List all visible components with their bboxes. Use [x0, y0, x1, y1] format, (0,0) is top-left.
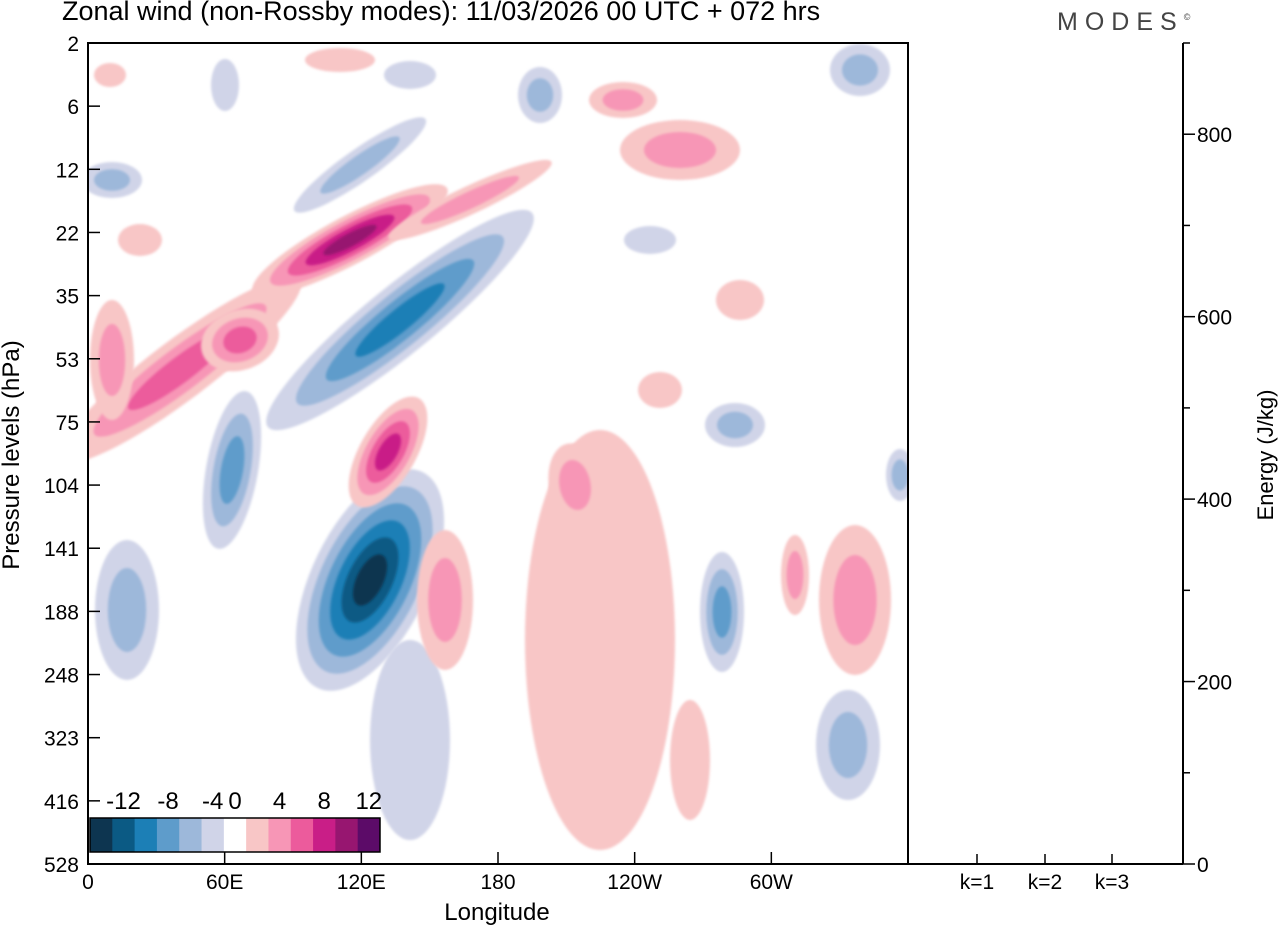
colorbar-swatch: [357, 818, 381, 852]
chart-title: Zonal wind (non-Rossby modes): 11/03/202…: [62, 0, 821, 26]
contour-blob: [384, 61, 436, 89]
colorbar-swatch: [335, 818, 359, 852]
energy-axis-title: Energy (J/kg): [1253, 389, 1278, 521]
contour-blob: [98, 324, 126, 396]
contour-blob: [211, 59, 239, 111]
colorbar-label: 12: [355, 788, 382, 815]
colorbar-frame: [89, 817, 381, 853]
x-tick-label: 180: [480, 871, 515, 894]
x-tick-label: 60W: [750, 871, 793, 894]
contour-blob: [712, 586, 732, 638]
contour-blob: [94, 169, 130, 191]
colorbar-label: -12: [106, 788, 141, 815]
contour-blob: [370, 640, 450, 840]
contour-blob: [602, 89, 644, 111]
colorbar-swatch: [223, 818, 247, 852]
colorbar-swatch: [290, 818, 314, 852]
contour-blob: [828, 712, 868, 778]
contour-blob: [786, 551, 804, 599]
contour-blob: [842, 54, 878, 86]
colorbar-swatch: [313, 818, 336, 852]
y-tick-label: 35: [56, 286, 79, 309]
y-tick-label: 22: [56, 223, 79, 246]
contour-blob: [223, 326, 257, 354]
heatmap-contours: [88, 44, 908, 850]
contour-blob: [374, 433, 402, 471]
y-tick-label: 75: [56, 412, 79, 435]
y-tick-label: 12: [56, 159, 79, 182]
contour-blob: [118, 224, 162, 256]
colorbar-swatch: [90, 818, 113, 852]
colorbar-label: 0: [228, 788, 241, 815]
energy-tick-label: 0: [1197, 854, 1209, 877]
contour-blob: [717, 411, 753, 439]
contour-blob: [323, 224, 377, 256]
contour-blob: [624, 226, 676, 254]
contour-blob: [320, 136, 400, 194]
y-tick-label: 188: [44, 601, 79, 624]
x-tick-label: 0: [82, 871, 94, 894]
y-axis-title: Pressure levels (hPa): [0, 340, 25, 570]
contour-blob: [670, 700, 710, 820]
x-axis-title: Longitude: [444, 899, 550, 926]
energy-tick-label: 800: [1197, 124, 1232, 147]
y-tick-label: 53: [56, 349, 79, 372]
contour-blob: [891, 459, 908, 491]
energy-tick-label: 200: [1197, 672, 1232, 695]
colorbar-swatch: [112, 818, 136, 852]
colorbar-label: 8: [318, 788, 331, 815]
colorbar-swatch: [201, 818, 225, 852]
colorbar-label: -8: [157, 788, 178, 815]
contour-blob: [305, 48, 375, 72]
colorbar-label: 4: [273, 788, 286, 815]
x-tick-label: 120E: [337, 871, 386, 894]
contour-blob: [352, 554, 388, 606]
y-tick-label: 104: [44, 475, 79, 498]
contour-blob: [525, 430, 675, 850]
y-tick-label: 2: [67, 33, 79, 56]
colorbar-label: -4: [202, 788, 223, 815]
contour-blob: [526, 78, 554, 112]
y-tick-label: 416: [44, 791, 79, 814]
contour-blob: [420, 175, 520, 225]
y-tick-label: 141: [44, 538, 79, 561]
contour-blob: [638, 372, 682, 408]
contour-blob: [644, 132, 716, 168]
colorbar-swatch: [246, 818, 269, 852]
contour-blob: [355, 283, 445, 357]
brand-logo: MODES©: [1057, 8, 1191, 36]
contour-blob: [94, 63, 126, 87]
energy-bar-chart: 0 200 400 600 800 k=1 k=2 k=3: [955, 42, 1232, 894]
contour-blob: [716, 280, 764, 320]
x-tick-label: 120W: [607, 871, 662, 894]
y-tick-label: 248: [44, 665, 79, 688]
colorbar-swatch: [134, 818, 158, 852]
colorbar-swatch: [179, 818, 203, 852]
y-tick-label: 6: [67, 96, 79, 119]
y-tick-label: 323: [44, 728, 79, 751]
contour-blob: [219, 436, 245, 504]
contour-blob: [107, 568, 147, 652]
x-tick-label: 60E: [206, 871, 243, 894]
contour-blob: [428, 558, 462, 642]
energy-tick-label: 400: [1197, 489, 1232, 512]
energy-tick-label: 600: [1197, 307, 1232, 330]
contour-blob: [559, 460, 591, 510]
energy-category-label: k=3: [1095, 871, 1129, 894]
energy-category-label: k=1: [960, 871, 994, 894]
colorbar: -12 -8 -4 0 4 8 12: [89, 788, 382, 853]
contour-blob: [833, 555, 877, 645]
energy-category-label: k=2: [1028, 871, 1062, 894]
colorbar-swatch: [156, 818, 180, 852]
colorbar-swatch: [268, 818, 292, 852]
y-tick-label: 528: [44, 854, 79, 877]
